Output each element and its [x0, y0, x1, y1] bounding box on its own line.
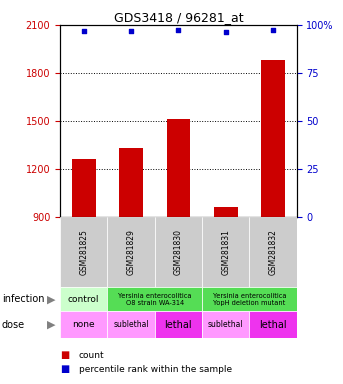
Bar — [261, 60, 285, 217]
Text: none: none — [72, 320, 95, 329]
Bar — [155, 217, 202, 287]
Bar — [249, 311, 297, 338]
Point — [223, 29, 228, 35]
Bar — [107, 217, 155, 287]
Text: count: count — [79, 351, 105, 360]
Text: GSM281825: GSM281825 — [79, 229, 88, 275]
Point — [81, 28, 86, 34]
Bar — [249, 217, 297, 287]
Bar — [107, 311, 155, 338]
Text: dose: dose — [2, 319, 25, 329]
Text: control: control — [68, 295, 99, 304]
Point — [270, 27, 276, 33]
Bar — [60, 217, 107, 287]
Point — [128, 28, 134, 34]
Text: GSM281829: GSM281829 — [127, 229, 135, 275]
Bar — [107, 287, 202, 311]
Text: GSM281832: GSM281832 — [269, 229, 277, 275]
Bar — [202, 311, 249, 338]
Text: Yersinia enterocolitica
O8 strain WA-314: Yersinia enterocolitica O8 strain WA-314 — [118, 293, 191, 306]
Bar — [202, 287, 297, 311]
Text: ▶: ▶ — [47, 294, 55, 304]
Text: ■: ■ — [60, 350, 69, 360]
Bar — [167, 119, 190, 217]
Bar — [119, 148, 143, 217]
Title: GDS3418 / 96281_at: GDS3418 / 96281_at — [114, 11, 243, 24]
Text: ■: ■ — [60, 364, 69, 374]
Text: lethal: lethal — [259, 319, 287, 329]
Bar — [60, 287, 107, 311]
Text: sublethal: sublethal — [208, 320, 244, 329]
Text: GSM281830: GSM281830 — [174, 229, 183, 275]
Point — [176, 27, 181, 33]
Text: GSM281831: GSM281831 — [221, 229, 230, 275]
Bar — [155, 311, 202, 338]
Bar — [214, 207, 237, 217]
Bar — [60, 311, 107, 338]
Bar — [202, 217, 249, 287]
Text: percentile rank within the sample: percentile rank within the sample — [79, 365, 232, 374]
Text: ▶: ▶ — [47, 319, 55, 329]
Text: infection: infection — [2, 294, 44, 304]
Text: Yersinia enterocolitica
YopH deletion mutant: Yersinia enterocolitica YopH deletion mu… — [213, 293, 286, 306]
Text: sublethal: sublethal — [113, 320, 149, 329]
Text: lethal: lethal — [165, 319, 192, 329]
Bar — [72, 159, 95, 217]
